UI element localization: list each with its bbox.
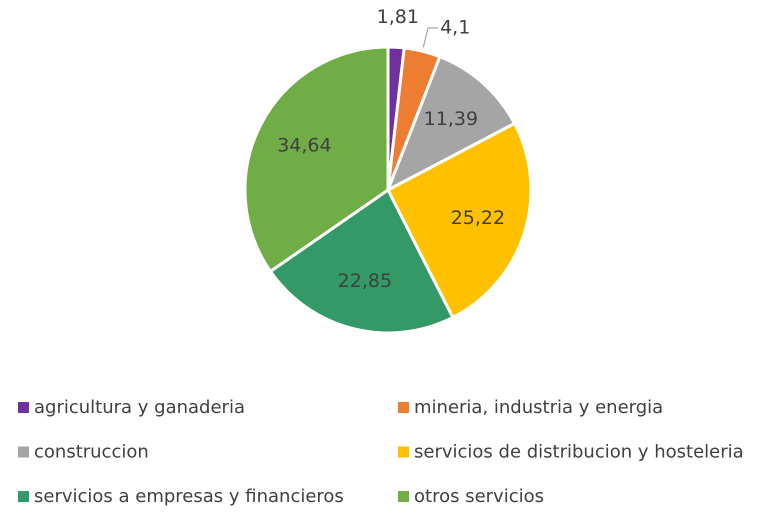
legend-swatch: [398, 446, 409, 458]
leader-line: [422, 27, 439, 48]
pie-slice: [385, 54, 517, 194]
legend-label: construccion: [34, 442, 149, 463]
legend-swatch: [18, 491, 29, 502]
pie-slice: [385, 121, 533, 320]
legend-swatch: [18, 446, 29, 458]
data-label: 11,39: [424, 108, 478, 130]
pie-slice: [243, 45, 390, 274]
legend-label: agricultura y ganaderia: [34, 397, 245, 418]
legend-label: servicios de distribucion y hosteleria: [414, 442, 744, 463]
legend-swatch: [18, 402, 29, 413]
pie-slice: [268, 187, 455, 335]
data-label: 25,22: [451, 207, 505, 229]
data-label: 4,1: [440, 16, 470, 38]
data-label: 34,64: [277, 135, 331, 157]
data-label: 22,85: [338, 270, 392, 292]
legend-label: otros servicios: [414, 486, 544, 507]
legend-swatch: [398, 491, 409, 502]
data-label: 1,81: [377, 6, 419, 28]
legend-swatch: [398, 402, 409, 413]
legend-label: mineria, industria y energia: [414, 397, 663, 418]
legend-label: servicios a empresas y financieros: [34, 486, 344, 507]
